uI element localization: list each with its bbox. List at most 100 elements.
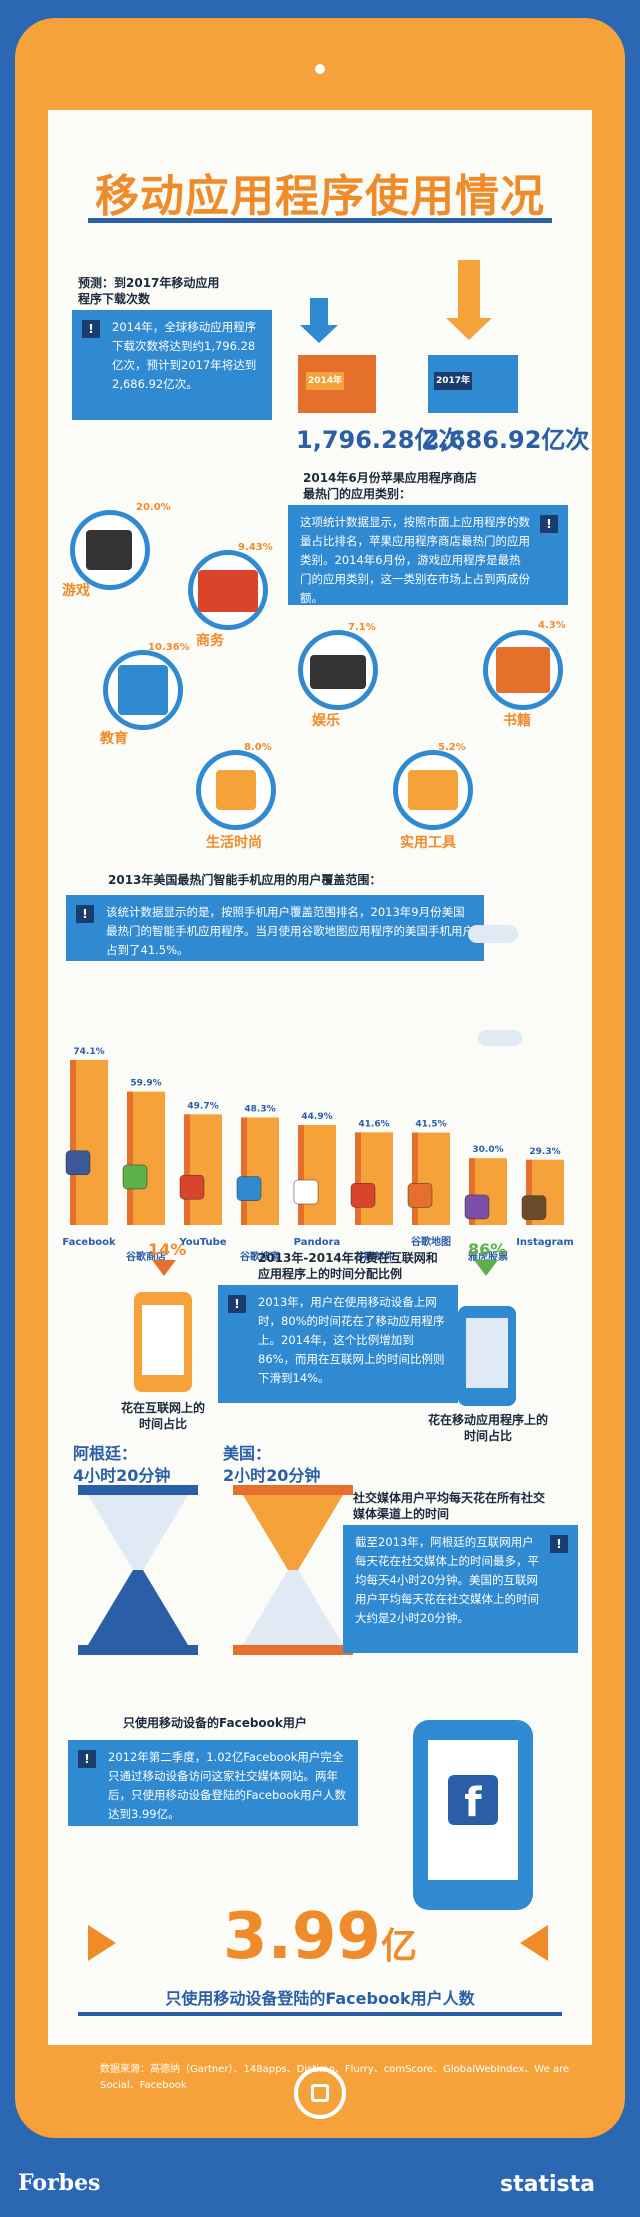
bar-category-label: Facebook — [62, 1237, 116, 1248]
bar-shade — [127, 1091, 133, 1225]
app-icon — [521, 1195, 547, 1220]
books-pct: 4.3% — [538, 620, 566, 631]
bar-谷歌搜索 — [241, 1117, 279, 1225]
education-circle — [103, 650, 183, 730]
arrow-down-large-icon — [458, 260, 480, 322]
bar-shade — [526, 1159, 532, 1225]
app-icon — [350, 1183, 376, 1208]
info-icon: ! — [76, 905, 94, 923]
bar-shade — [298, 1125, 304, 1225]
big-number: 3.99 — [223, 1900, 381, 1974]
app-icon — [65, 1150, 91, 1175]
downloads-box-text: 2014年，全球移动应用程序下载次数将达到约1,796.28亿次，预计到2017… — [112, 320, 257, 391]
reach-box: ! 该统计数据显示的是，按照手机用户覆盖范围排名，2013年9月份美国最热门的智… — [66, 895, 484, 961]
facebook-box: ! 2012年第二季度，1.02亿Facebook用户完全只通过移动设备访问这家… — [68, 1740, 358, 1826]
bar-category-label: YouTube — [178, 1237, 226, 1248]
hourglass-base — [78, 1645, 198, 1655]
info-icon: ! — [228, 1295, 246, 1313]
categories-box-text: 这项统计数据显示，按照市面上应用程序的数量占比排名，苹果应用程序商店最热门的应用… — [300, 515, 530, 605]
bar-YouTube — [184, 1114, 222, 1225]
apps-pct: 86% — [468, 1240, 507, 1259]
bookshelf-icon — [496, 647, 550, 693]
infographic-screen: 移动应用程序使用情况 预测：到2017年移动应用程序下载次数 ! 2014年，全… — [48, 110, 592, 2045]
bar-category-label: Pandora — [294, 1237, 341, 1248]
bar-value-label: 41.5% — [415, 1120, 446, 1130]
argentina-time: 4小时20分钟 — [73, 1466, 171, 1485]
bar-value-label: 49.7% — [187, 1101, 218, 1111]
bar-shade — [469, 1158, 475, 1225]
bar-value-label: 48.3% — [244, 1104, 275, 1114]
briefcase-icon — [198, 570, 258, 612]
bar-谷歌地图 — [412, 1132, 450, 1225]
hourglass-upper — [243, 1495, 343, 1570]
bar-value-label: 59.9% — [130, 1079, 161, 1089]
chevron-right-icon — [88, 1925, 116, 1961]
chevron-left-icon — [520, 1925, 548, 1961]
bar-shade — [70, 1060, 76, 1225]
toolbox-icon — [408, 770, 458, 810]
lifestyle-pct: 8.0% — [244, 742, 272, 753]
downloads-heading: 预测：到2017年移动应用程序下载次数 — [78, 276, 220, 306]
app-icon — [407, 1183, 433, 1208]
entertainment-label: 娱乐 — [312, 713, 340, 729]
app-icon — [464, 1194, 490, 1220]
app-icon — [236, 1176, 262, 1201]
games-pct: 20.0% — [136, 502, 171, 513]
arrow-head-large-icon — [446, 318, 492, 340]
lifestyle-label: 生活时尚 — [206, 835, 262, 851]
home-button[interactable] — [294, 2067, 346, 2119]
value-2017: 2,686.92亿次 — [423, 426, 590, 454]
internet-pct: 14% — [148, 1240, 187, 1259]
bar-Facebook — [70, 1060, 108, 1225]
bar-value-label: 29.3% — [529, 1147, 560, 1157]
books-label: 书籍 — [503, 713, 531, 729]
arrow-down-icon — [474, 1260, 498, 1276]
hourglass-top — [233, 1485, 353, 1495]
education-label: 教育 — [100, 731, 128, 747]
bar-category-label: 谷歌地图 — [411, 1235, 451, 1248]
hourglass-base — [233, 1645, 353, 1655]
time-heading: 2013年-2014年花费在互联网和应用程序上的时间分配比例 — [258, 1251, 438, 1281]
facebook-logo-icon: f — [448, 1775, 498, 1826]
social-box-text: 截至2013年，阿根廷的互联网用户每天花在社交媒体上的时间最多，平均每天4小时2… — [355, 1535, 539, 1625]
social-heading: 社交媒体用户平均每天花在所有社交媒体渠道上的时间 — [353, 1491, 546, 1521]
bar-category-label: 谷歌搜索 — [240, 1250, 280, 1263]
bar-value-label: 44.9% — [301, 1112, 332, 1122]
internet-label: 花在互联网上的时间占比 — [120, 1401, 205, 1431]
facebook-heading: 只使用移动设备的Facebook用户 — [123, 1716, 307, 1730]
app-reach-chart: 74.1% Facebook 59.9% 谷歌商店 49.7% YouTube 48.3% 谷… — [62, 1047, 573, 1263]
camera-icon — [310, 655, 366, 689]
time-box: ! 2013年，用户在使用移动设备上网时，80%的时间花在了移动应用程序上。20… — [218, 1285, 458, 1403]
categories-box: ! 这项统计数据显示，按照市面上应用程序的数量占比排名，苹果应用程序商店最热门的… — [288, 505, 568, 605]
bar-谷歌邮件 — [355, 1132, 393, 1225]
caption-underline — [78, 2012, 562, 2016]
bar-value-label: 30.0% — [472, 1145, 503, 1155]
bar-category-label: 谷歌邮件 — [354, 1250, 394, 1263]
phone-screen-icon — [142, 1305, 184, 1375]
forbes-logo: Forbes — [18, 2170, 101, 2196]
hourglass-top — [78, 1485, 198, 1495]
app-icon — [122, 1164, 148, 1190]
value-2014: 1,796.28亿次 — [296, 426, 463, 454]
social-box: ! 截至2013年，阿根廷的互联网用户每天花在社交媒体上的时间最多，平均每天4小… — [343, 1525, 578, 1653]
time-box-text: 2013年，用户在使用移动设备上网时，80%的时间花在了移动应用程序上。2014… — [258, 1295, 445, 1385]
downloads-box: ! 2014年，全球移动应用程序下载次数将达到约1,796.28亿次，预计到20… — [72, 310, 272, 420]
us-title: 美国： — [223, 1444, 272, 1463]
bar-shade — [412, 1132, 418, 1225]
app-icon — [179, 1174, 205, 1200]
cloud-icon — [478, 1030, 522, 1046]
bar-shade — [355, 1132, 361, 1225]
facebook-box-text: 2012年第二季度，1.02亿Facebook用户完全只通过移动设备访问这家社交… — [108, 1750, 347, 1821]
game-console-icon — [86, 530, 132, 570]
title-underline — [88, 218, 552, 223]
bar-谷歌商店 — [127, 1091, 165, 1225]
facebook-big-number: 3.99亿 — [168, 1900, 472, 1974]
bar-category-label: 雅虎股票 — [468, 1250, 508, 1263]
label-2014: 2014年 — [306, 372, 344, 390]
entertainment-pct: 7.1% — [348, 622, 376, 633]
book-icon — [118, 665, 168, 715]
categories-heading: 2014年6月份苹果应用程序商店最热门的应用类别： — [303, 471, 477, 501]
arrow-down-icon — [152, 1260, 176, 1276]
bar-category-label: 谷歌商店 — [126, 1250, 166, 1263]
facebook-caption: 只使用移动设备登陆的Facebook用户人数 — [165, 1989, 475, 2008]
